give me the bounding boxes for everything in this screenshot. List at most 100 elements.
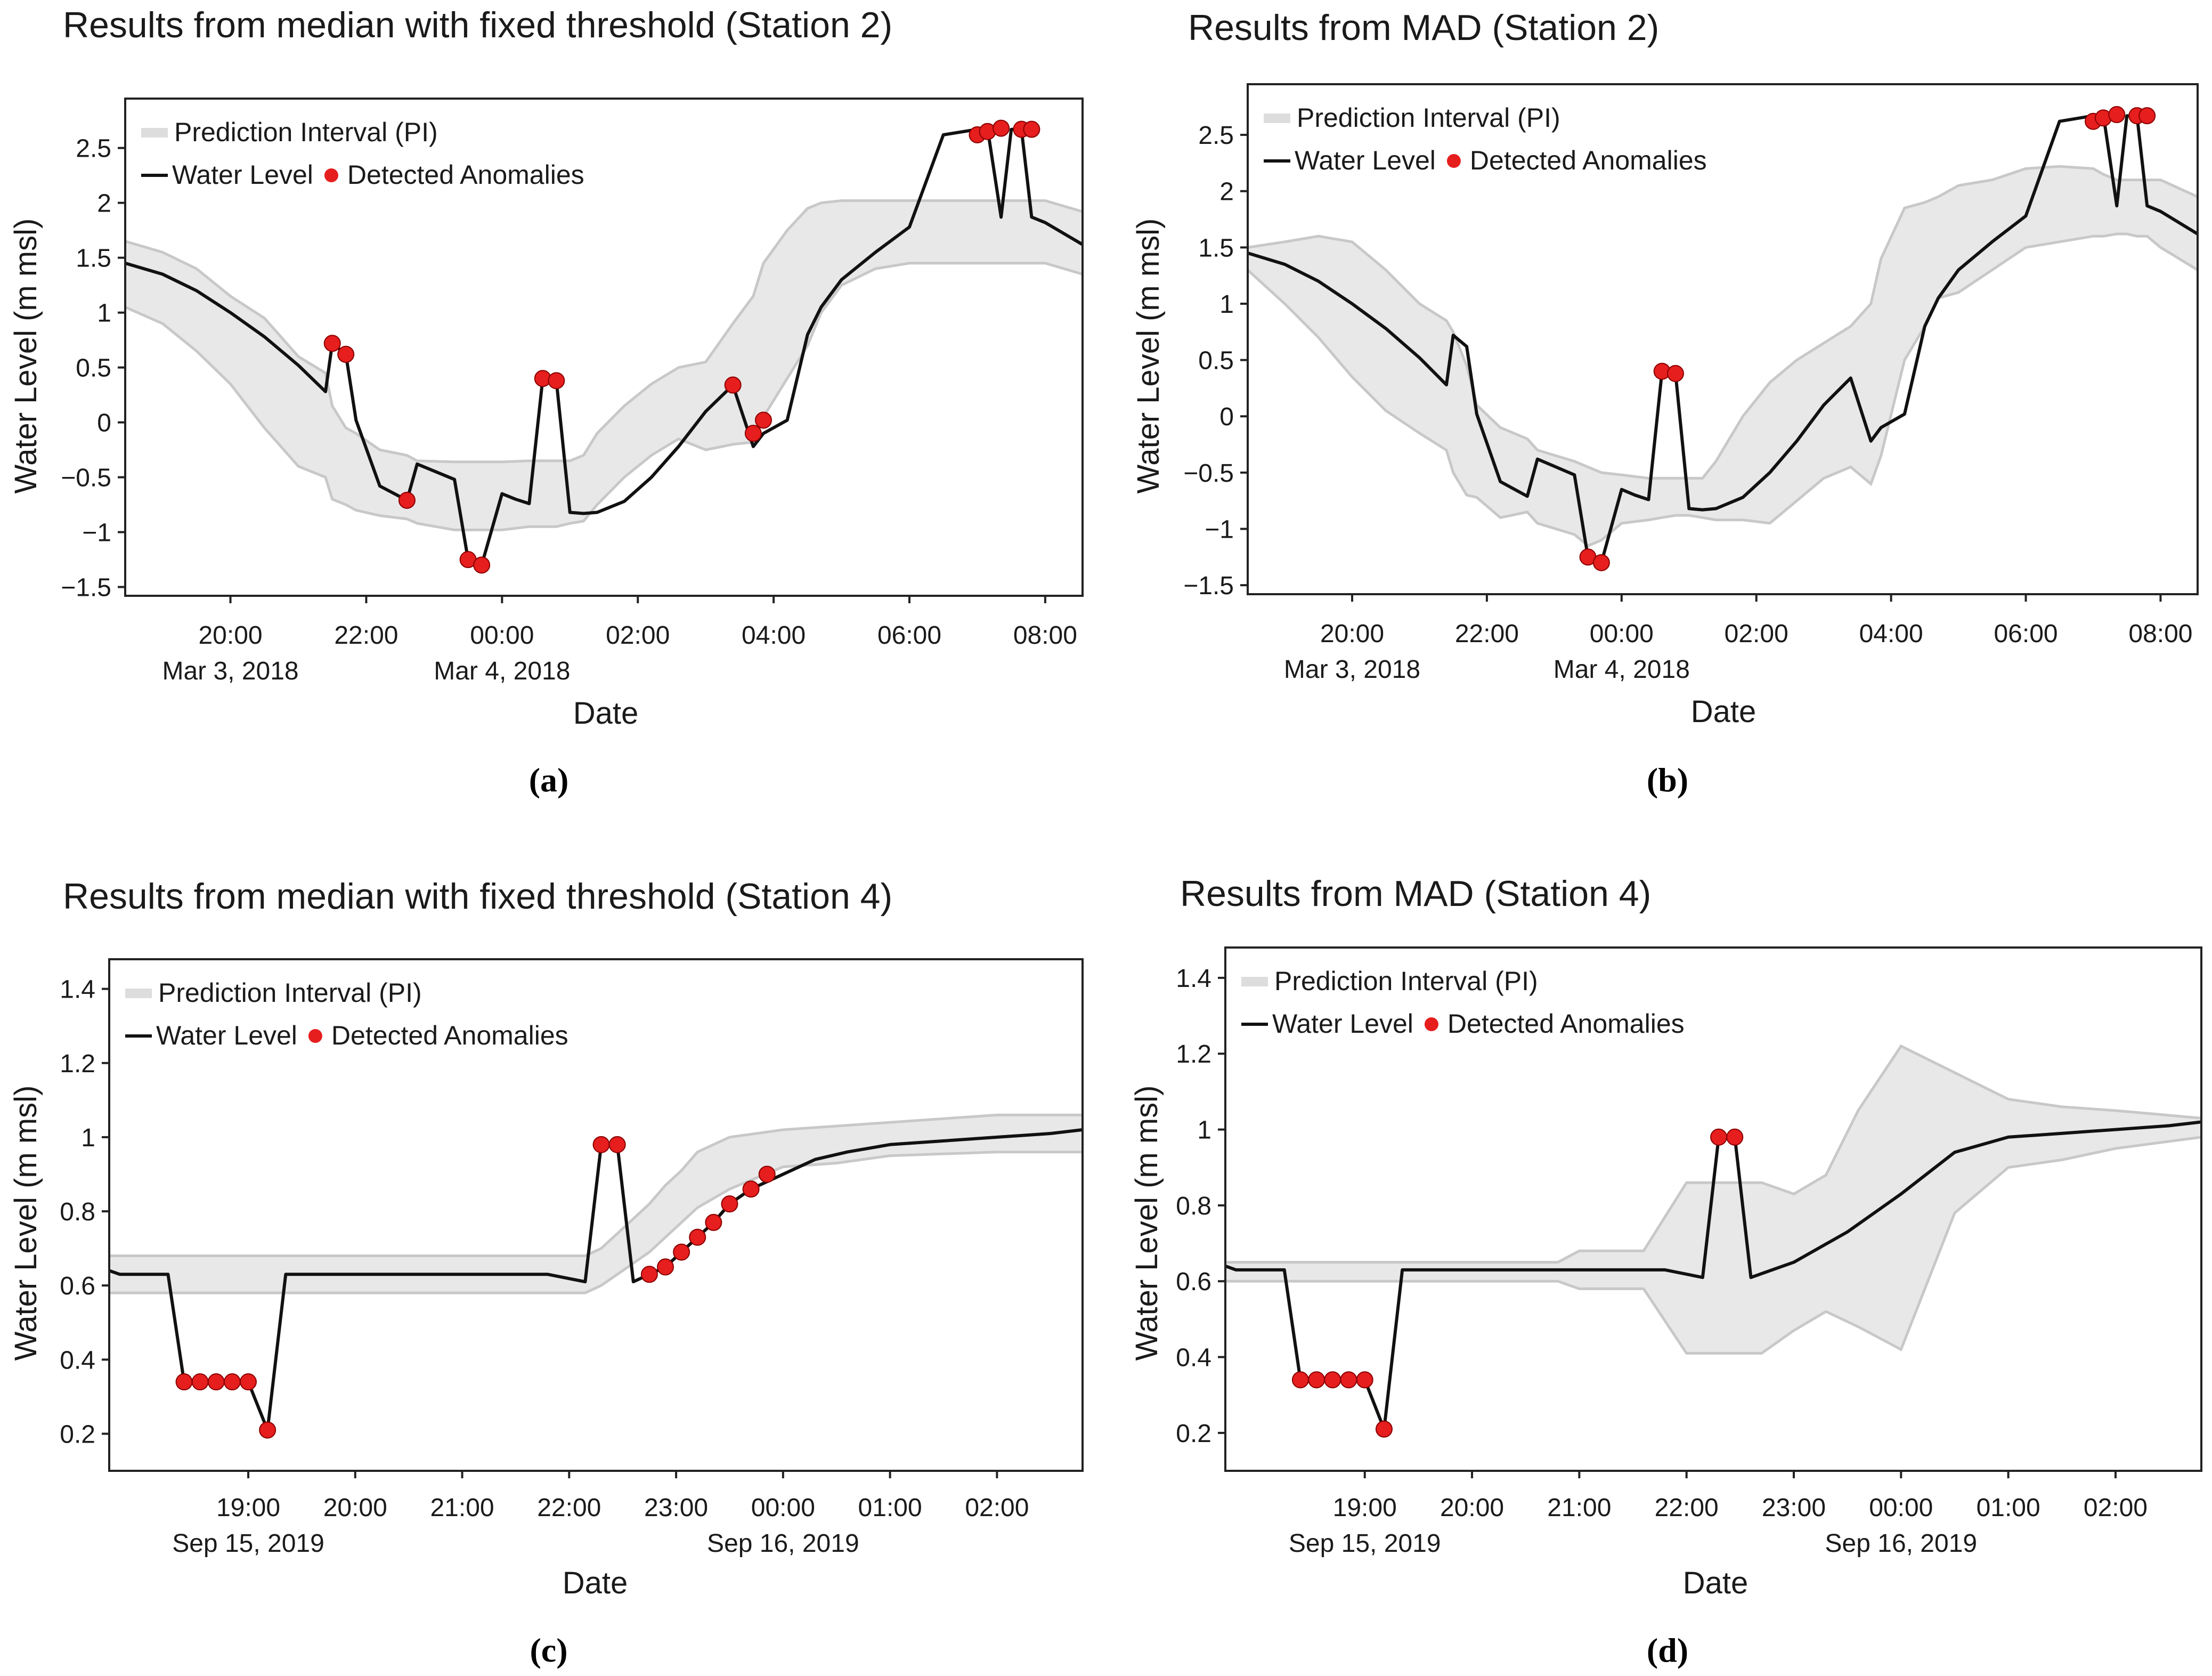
panel-a-date-label: Mar 3, 2018 xyxy=(162,657,298,685)
panel-a-anomaly-point xyxy=(755,411,772,429)
panel-c-anomaly-point xyxy=(705,1213,722,1231)
panel-a-date-label: Mar 4, 2018 xyxy=(434,657,570,685)
panel-c-ytick-label: 1.2 xyxy=(60,1050,95,1078)
panel-a-anomaly-point xyxy=(724,376,742,394)
panel-d-title: Results from MAD (Station 4) xyxy=(1180,873,1651,914)
panel-d-date-label: Sep 15, 2019 xyxy=(1289,1529,1441,1558)
panel-c-xtick-label: 01:00 xyxy=(858,1494,922,1522)
panel-c-ylabel: Water Level (m msl) xyxy=(9,1086,43,1361)
panel-d-ytick-label: 1.2 xyxy=(1176,1040,1211,1068)
panel-c-anomaly-point xyxy=(673,1243,690,1261)
panel-b-anomaly-point xyxy=(2108,106,2126,124)
panel-b-ytick-label: 0 xyxy=(1219,403,1234,431)
panel-d-date-label: Sep 16, 2019 xyxy=(1825,1529,1978,1558)
panel-b-sublabel: (b) xyxy=(1647,761,1688,799)
panel-d-ytick-label: 1 xyxy=(1197,1116,1211,1145)
panel-b-frame xyxy=(1247,83,2199,595)
panel-a-xlabel: Date xyxy=(573,696,639,731)
panel-a-xtick-label: 02:00 xyxy=(606,621,670,650)
panel-c-xtick-label: 23:00 xyxy=(644,1494,708,1522)
panel-a: Results from median with fixed threshold… xyxy=(9,5,1084,799)
panel-c-anomaly-point xyxy=(191,1373,209,1391)
panel-a-ytick-label: 2.5 xyxy=(76,135,111,163)
panel-d-anomaly-point xyxy=(1308,1371,1325,1389)
panel-c-anomaly-point xyxy=(592,1136,610,1153)
panel-d-ylabel: Water Level (m msl) xyxy=(1129,1086,1164,1361)
panel-d-xtick-label: 20:00 xyxy=(1440,1494,1504,1522)
panel-c-sublabel: (c) xyxy=(530,1631,567,1669)
panel-d-prediction-band xyxy=(1225,1046,2201,1354)
panel-c-xtick-label: 00:00 xyxy=(751,1494,815,1522)
panel-b-anomaly-point xyxy=(1666,365,1684,382)
panel-d-ytick-label: 0.8 xyxy=(1176,1192,1211,1220)
panel-a-legend-line-label: Water Level xyxy=(172,160,313,190)
panel-c-legend-pi-label: Prediction Interval (PI) xyxy=(158,978,422,1008)
panel-c-legend-anomaly-swatch xyxy=(308,1029,322,1043)
panel-b-ytick-label: −1 xyxy=(1205,515,1234,544)
panel-d-band-upper-edge xyxy=(1225,1044,2201,1264)
panel-c-anomaly-point xyxy=(223,1373,241,1391)
panel-b-plot: −1.5 −1 −0.5 0 0.5 1 1.5 2 2.5 20:00 22:00 00:00 02:… xyxy=(1183,83,2199,684)
panel-c-plot: 0.2 0.4 0.6 0.8 1 1.2 1.4 19:00 20:00 21:00 22:00 2… xyxy=(60,958,1084,1558)
panel-a-legend-anomaly-label: Detected Anomalies xyxy=(347,160,584,190)
panel-b-legend-pi-label: Prediction Interval (PI) xyxy=(1297,103,1560,133)
panel-d-anomaly-point xyxy=(1356,1371,1373,1389)
panel-a-xtick-label: 04:00 xyxy=(742,621,806,650)
panel-d-anomaly-point xyxy=(1291,1371,1309,1389)
panel-c-anomaly-point xyxy=(259,1421,276,1439)
panel-a-xtick-label: 08:00 xyxy=(1013,621,1077,650)
panel-a-prediction-band xyxy=(125,200,1083,530)
panel-d-plot: 0.2 0.4 0.6 0.8 1 1.2 1.4 19:00 20:00 21:00 22:00 2… xyxy=(1176,946,2202,1558)
panel-b-title: Results from MAD (Station 2) xyxy=(1188,7,1659,48)
panel-d-ytick-label: 1.4 xyxy=(1176,965,1211,993)
panel-c-title: Results from median with fixed threshold… xyxy=(63,876,892,917)
panel-c-ytick-label: 0.6 xyxy=(60,1272,95,1300)
panel-b-xtick-label: 06:00 xyxy=(1994,620,2058,648)
panel-d-anomaly-point xyxy=(1375,1420,1393,1438)
panel-b-xtick-label: 22:00 xyxy=(1455,620,1519,648)
panel-a-ytick-label: −1 xyxy=(82,519,111,547)
panel-c-date-label: Sep 16, 2019 xyxy=(707,1529,859,1558)
panel-c-anomaly-point xyxy=(608,1136,626,1153)
panel-d-legend-line-label: Water Level xyxy=(1272,1009,1413,1039)
panel-c-frame xyxy=(108,958,1084,1472)
panel-d-ytick-label: 0.4 xyxy=(1176,1344,1211,1372)
panel-b-ytick-label: −0.5 xyxy=(1183,459,1234,488)
panel-b-ytick-label: −1.5 xyxy=(1183,572,1234,600)
panel-c-anomaly-point xyxy=(758,1165,776,1183)
panel-a-anomaly-point xyxy=(473,556,491,574)
panel-a-ylabel: Water Level (m msl) xyxy=(9,218,43,494)
panel-c-ytick-label: 1.4 xyxy=(60,976,95,1004)
panel-b-prediction-band xyxy=(1248,166,2198,546)
panel-a-anomaly-point xyxy=(993,119,1010,137)
panel-a-water-level-line xyxy=(125,126,1083,567)
panel-d-sublabel: (d) xyxy=(1647,1631,1688,1669)
panel-c-anomaly-point xyxy=(721,1195,738,1213)
panel-a-frame xyxy=(124,98,1084,597)
panel-c-legend-line-label: Water Level xyxy=(156,1021,297,1050)
panel-c-xtick-label: 21:00 xyxy=(430,1494,494,1522)
panel-a-ytick-label: 1 xyxy=(97,299,111,328)
panel-b-xtick-label: 20:00 xyxy=(1320,620,1384,648)
panel-c-anomaly-point xyxy=(689,1228,706,1246)
panel-b-ytick-label: 2 xyxy=(1219,178,1234,206)
panel-b-ytick-label: 0.5 xyxy=(1198,347,1234,375)
panel-d-anomaly-point xyxy=(1340,1371,1357,1389)
panel-d-xtick-label: 19:00 xyxy=(1333,1494,1397,1522)
panel-d-plot-area xyxy=(1225,1044,2201,1438)
panel-d-legend-pi-label: Prediction Interval (PI) xyxy=(1274,966,1538,996)
panel-d-ytick-label: 0.6 xyxy=(1176,1268,1211,1296)
panel-c-plot-area xyxy=(109,1113,1083,1439)
panel-a-band-lower-edge xyxy=(125,262,1083,531)
panel-a-anomaly-point xyxy=(744,425,762,442)
panel-b-plot-area xyxy=(1248,106,2198,571)
panel-c-ytick-label: 0.2 xyxy=(60,1420,95,1448)
panel-c-anomaly-point xyxy=(742,1180,760,1198)
panel-a-anomaly-point xyxy=(548,372,565,390)
panel-c-xtick-label: 02:00 xyxy=(965,1494,1029,1522)
panel-c: Results from median with fixed threshold… xyxy=(9,876,1084,1669)
panel-c-anomaly-point xyxy=(207,1373,225,1391)
panel-c-anomaly-point xyxy=(240,1373,257,1391)
panel-b-legend-anomaly-label: Detected Anomalies xyxy=(1470,145,1707,175)
panel-d-frame xyxy=(1224,946,2202,1472)
